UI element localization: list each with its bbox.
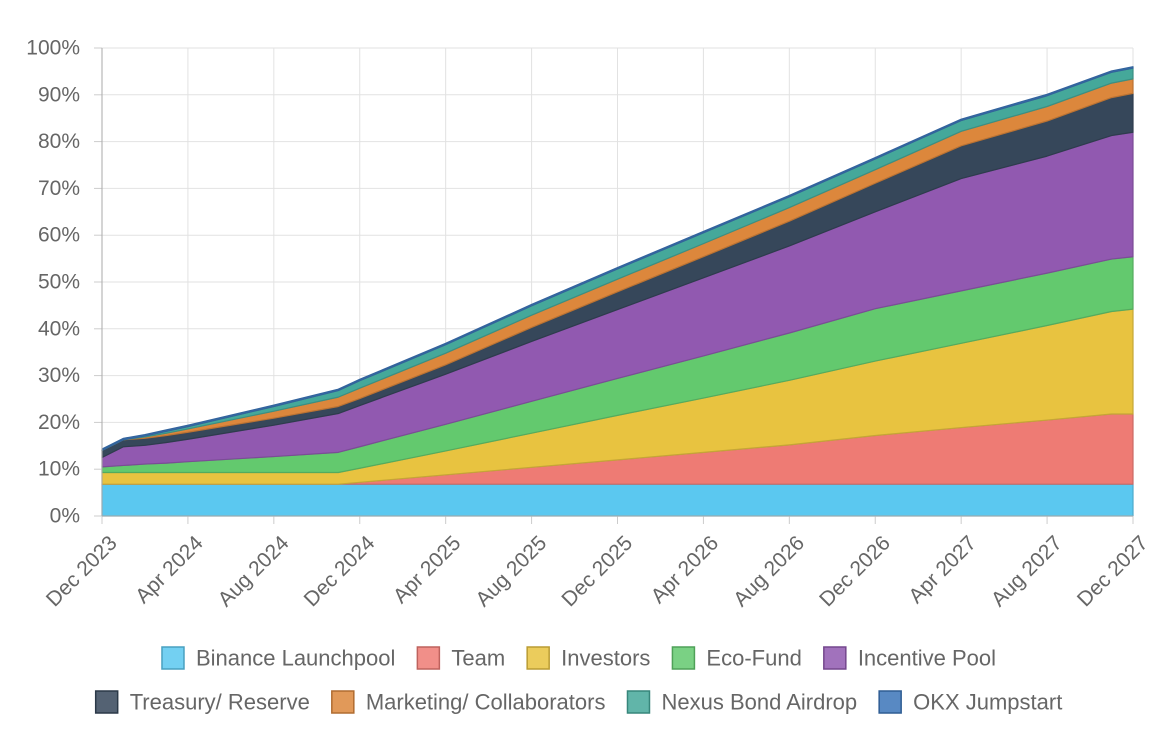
y-tick-label: 20% xyxy=(38,411,80,434)
legend-swatch xyxy=(526,646,550,670)
y-tick-label: 30% xyxy=(38,364,80,387)
legend-item-team[interactable]: Team xyxy=(416,646,505,671)
x-tick-label: Apr 2024 xyxy=(131,531,208,608)
legend-item-okx-jumpstart[interactable]: OKX Jumpstart xyxy=(878,690,1062,715)
legend-label: Treasury/ Reserve xyxy=(130,690,310,715)
x-tick-label: Dec 2023 xyxy=(42,531,122,611)
legend-item-marketing-collaborators[interactable]: Marketing/ Collaborators xyxy=(331,690,606,715)
legend-item-binance-launchpool[interactable]: Binance Launchpool xyxy=(161,646,395,671)
series-areas xyxy=(101,66,1134,517)
x-tick-label: Aug 2025 xyxy=(471,531,551,611)
y-tick-label: 0% xyxy=(50,505,80,528)
legend-item-investors[interactable]: Investors xyxy=(526,646,650,671)
legend-swatch xyxy=(626,690,651,714)
y-tick-label: 50% xyxy=(38,271,80,294)
x-tick-label: Apr 2026 xyxy=(647,531,724,608)
x-tick-label: Dec 2027 xyxy=(1073,531,1153,611)
legend: Binance Launchpool Team Investors Eco-Fund I… xyxy=(94,646,1062,715)
legend-item-incentive-pool[interactable]: Incentive Pool xyxy=(823,646,996,671)
legend-label: OKX Jumpstart xyxy=(913,690,1062,715)
y-tick-label: 70% xyxy=(38,177,80,200)
area-okx-jumpstart xyxy=(101,66,1134,452)
x-tick-label: Apr 2025 xyxy=(389,531,466,608)
legend-label: Investors xyxy=(561,646,650,671)
y-tick-label: 60% xyxy=(38,224,80,247)
area-binance-launchpool xyxy=(101,483,1134,517)
legend-label: Marketing/ Collaborators xyxy=(366,690,606,715)
legend-item-nexus-bond-airdrop[interactable]: Nexus Bond Airdrop xyxy=(626,690,857,715)
legend-item-eco-fund[interactable]: Eco-Fund xyxy=(671,646,802,671)
legend-swatch xyxy=(94,690,119,714)
legend-label: Team xyxy=(451,646,505,671)
legend-item-treasury-reserve[interactable]: Treasury/ Reserve xyxy=(94,690,310,715)
y-tick-label: 10% xyxy=(38,458,80,481)
legend-swatch xyxy=(161,646,185,670)
x-tick-label: Dec 2025 xyxy=(557,531,637,611)
x-tick-label: Aug 2026 xyxy=(729,531,809,611)
legend-swatch xyxy=(878,690,902,714)
x-tick-label: Apr 2027 xyxy=(904,531,981,608)
legend-label: Incentive Pool xyxy=(858,646,996,671)
y-tick-label: 40% xyxy=(38,317,80,340)
legend-swatch xyxy=(823,646,847,670)
legend-label: Binance Launchpool xyxy=(196,646,395,671)
y-tick-label: 100% xyxy=(26,37,80,60)
x-tick-label: Dec 2024 xyxy=(300,531,380,611)
legend-swatch xyxy=(416,646,441,670)
legend-label: Eco-Fund xyxy=(706,646,801,671)
legend-swatch xyxy=(331,690,355,714)
x-tick-label: Dec 2026 xyxy=(815,531,895,611)
x-tick-label: Aug 2024 xyxy=(214,531,294,611)
y-tick-label: 80% xyxy=(38,130,80,153)
y-tick-label: 90% xyxy=(38,83,80,106)
legend-label: Nexus Bond Airdrop xyxy=(661,690,857,715)
x-tick-label: Aug 2027 xyxy=(987,531,1067,611)
legend-swatch xyxy=(671,646,696,670)
